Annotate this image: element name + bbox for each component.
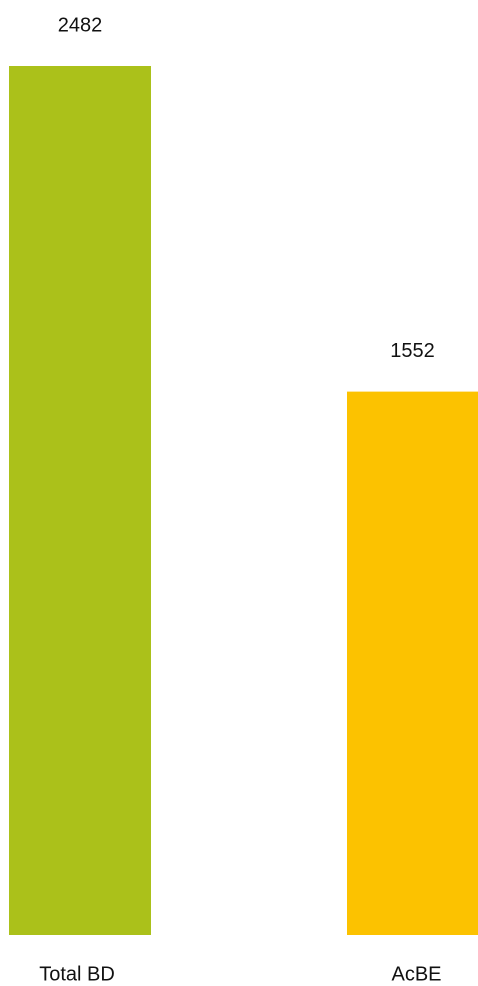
category-label: AcBE [391, 963, 441, 985]
bar [347, 391, 478, 935]
value-label: 2482 [58, 14, 103, 36]
value-label: 1552 [390, 340, 435, 362]
bar [9, 66, 151, 935]
category-label: Total BD [39, 963, 115, 985]
